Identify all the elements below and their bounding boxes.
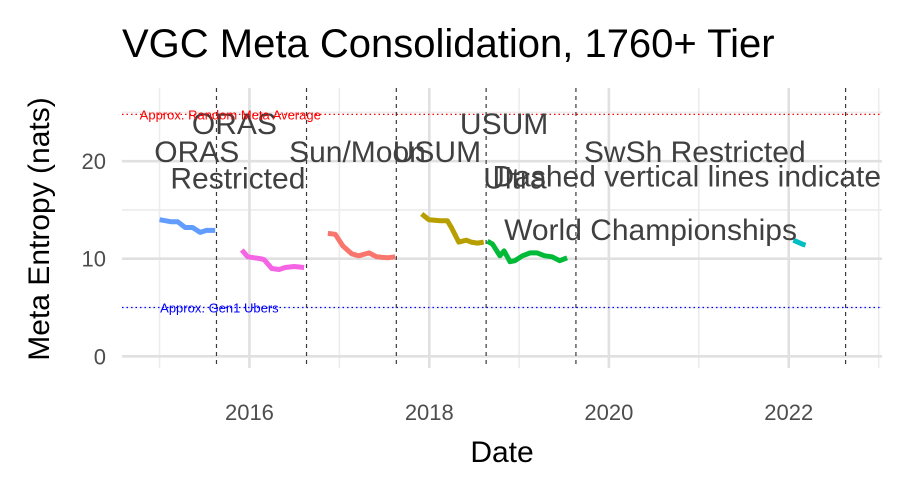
series-line <box>239 248 305 272</box>
series-line <box>486 239 569 265</box>
y-axis-title: Meta Entropy (nats) <box>23 97 56 360</box>
era-label: ORAS <box>154 136 239 169</box>
era-label: Restricted <box>170 162 305 195</box>
era-label: Dashed vertical lines indicate <box>493 161 882 194</box>
era-label: Ultra <box>483 162 547 195</box>
x-tick-label: 2020 <box>584 400 633 425</box>
series-lines <box>159 211 807 272</box>
reference-labels: Approx. Random Meta Average Approx. Gen1 … <box>140 107 321 315</box>
reference-label: Approx. Random Meta Average <box>140 107 321 122</box>
y-tick-label: 0 <box>94 344 106 369</box>
x-axis-title: Date <box>470 436 533 469</box>
era-label: World Championships <box>504 214 797 247</box>
series-line <box>327 230 396 261</box>
championship-lines <box>215 88 847 368</box>
era-label: SwSh Restricted <box>584 136 806 169</box>
chart-title: VGC Meta Consolidation, 1760+ Tier <box>122 22 775 66</box>
y-tick-label: 10 <box>82 247 106 272</box>
era-label: ORAS <box>192 108 277 141</box>
reference-label: Approx. Gen1 Ubers <box>160 301 279 316</box>
x-tick-label: 2022 <box>764 400 813 425</box>
era-label: USUM <box>460 108 548 141</box>
reference-lines <box>122 113 882 309</box>
era-label: Sun/Moon <box>289 136 426 169</box>
series-line <box>159 217 216 235</box>
major-gridlines <box>122 88 882 368</box>
y-tick-labels: 0 10 20 <box>82 149 106 369</box>
x-tick-label: 2018 <box>405 400 454 425</box>
series-line <box>420 211 485 246</box>
era-labels: ORASORASRestrictedSun/MoonUSUMUSUMUltraS… <box>154 108 881 247</box>
series-line <box>792 237 807 248</box>
x-tick-labels: 2016 2018 2020 2022 <box>225 400 813 425</box>
era-label: USUM <box>393 136 481 169</box>
y-tick-label: 20 <box>82 149 106 174</box>
x-tick-label: 2016 <box>225 400 274 425</box>
